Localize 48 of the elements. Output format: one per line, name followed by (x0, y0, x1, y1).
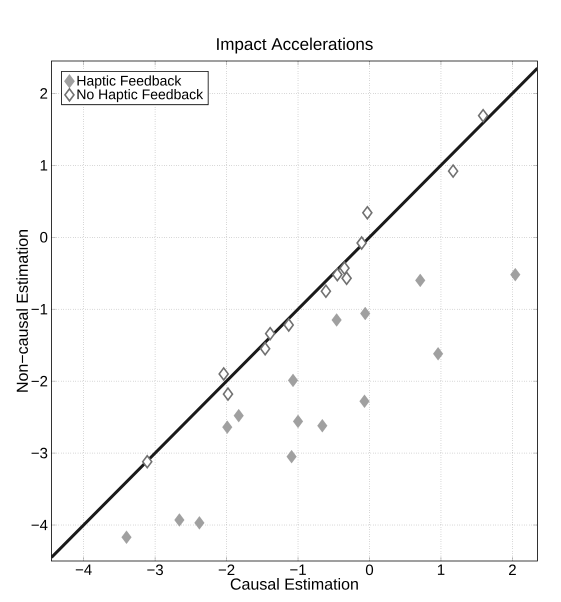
point (433, 347, 444, 360)
point (332, 268, 343, 282)
point (194, 516, 204, 530)
point (288, 374, 298, 388)
x-tick-label: −2 (218, 564, 234, 575)
y-tick-label: 0 (40, 232, 48, 243)
point (339, 261, 350, 275)
point (142, 454, 153, 469)
point (292, 414, 304, 428)
point (341, 271, 352, 286)
y-tick-label: 1 (40, 160, 48, 170)
x-tick-label: 0 (366, 564, 374, 576)
point (234, 408, 244, 422)
y-axis-title: Non−causal Estimation (16, 230, 28, 392)
point (222, 387, 234, 401)
chart-title: Impact Accelerations (217, 38, 373, 54)
point (448, 164, 458, 178)
point (415, 274, 426, 288)
legend-label: Haptic Feedback (77, 75, 182, 88)
y-tick-label: −3 (32, 448, 48, 458)
point (320, 284, 332, 298)
point (510, 268, 520, 282)
x-tick-label: −3 (147, 564, 163, 576)
point (360, 306, 370, 320)
x-tick-label: −1 (290, 564, 306, 575)
legend-label: No Haptic Feedback (77, 89, 204, 102)
point (121, 530, 132, 544)
point (359, 394, 370, 408)
x-tick-label: 2 (509, 564, 516, 575)
point (218, 367, 229, 381)
point (264, 326, 276, 340)
point (478, 108, 488, 122)
y-tick-label: −4 (32, 520, 48, 530)
point (317, 419, 328, 432)
point (260, 342, 270, 356)
x-axis-title: Causal Estimation (230, 578, 358, 590)
point (222, 420, 232, 434)
point (356, 236, 367, 250)
point (174, 513, 184, 527)
y-tick-label: −2 (32, 376, 48, 386)
y-tick-label: 2 (40, 88, 48, 99)
x-tick-label: −4 (76, 564, 92, 575)
y-tick-label: −1 (32, 304, 48, 314)
x-tick-label: 1 (438, 564, 444, 575)
point (332, 313, 342, 327)
point (286, 450, 297, 464)
point (362, 206, 373, 220)
point (283, 318, 294, 332)
